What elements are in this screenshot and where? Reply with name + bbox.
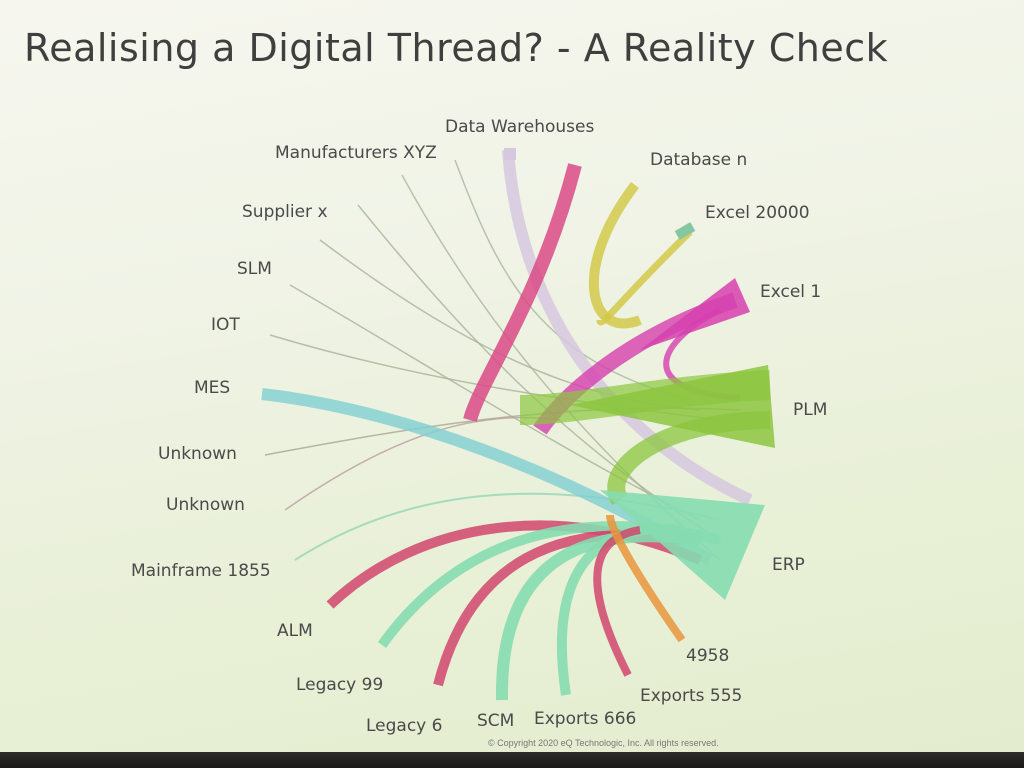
copyright-notice: © Copyright 2020 eQ Technologic, Inc. Al…	[488, 738, 719, 748]
node-arc-erp	[600, 490, 765, 600]
node-label-mes: MES	[194, 378, 231, 398]
chord-manufacturers-plm	[454, 159, 691, 401]
chord-exports666-erp	[556, 524, 681, 696]
node-label-excel-20000: Excel 20000	[705, 203, 810, 223]
chord-scm-erp	[495, 530, 701, 701]
node-label-data-warehouses: Data Warehouses	[445, 117, 595, 137]
node-label-unknown-1: Unknown	[158, 444, 237, 464]
chord-pink-top-erp	[463, 163, 582, 422]
node-arc-excel1	[640, 278, 750, 350]
node-label-plm: PLM	[793, 400, 828, 420]
chord-data-warehouses-erp	[502, 149, 753, 506]
node-arc-excel-20000	[674, 222, 696, 240]
node-label-manufacturers-xyz: Manufacturers XYZ	[275, 143, 437, 163]
node-arc-data-warehouses	[504, 148, 516, 160]
node-label-scm: SCM	[477, 711, 515, 731]
chord-exports555-erp	[593, 526, 641, 677]
chord-excel-20000-plm	[596, 229, 693, 326]
node-label-supplier-x: Supplier x	[242, 202, 328, 222]
slide-title: Realising a Digital Thread? - A Reality …	[24, 26, 889, 70]
node-label-legacy-6: Legacy 6	[366, 716, 443, 736]
node-label-unknown-2: Unknown	[166, 495, 245, 515]
node-label-exports-666: Exports 666	[534, 709, 637, 729]
chord-4958-erp	[606, 514, 686, 643]
node-arc-plm	[570, 365, 775, 448]
node-label-alm: ALM	[277, 621, 313, 641]
node-label-erp: ERP	[772, 555, 805, 575]
node-label-mainframe-1855: Mainframe 1855	[131, 561, 271, 581]
chord-slm-erp	[289, 284, 701, 521]
projector-bezel	[0, 752, 1024, 768]
node-label-database-n: Database n	[650, 150, 748, 170]
node-label-slm: SLM	[237, 259, 272, 279]
node-label-exports-555: Exports 555	[640, 686, 743, 706]
node-label-4958: 4958	[686, 646, 730, 666]
node-label-excel-1: Excel 1	[760, 282, 822, 302]
chord-database-n-plm	[588, 181, 642, 329]
node-label-iot: IOT	[211, 315, 240, 335]
node-label-legacy-99: Legacy 99	[296, 675, 384, 695]
